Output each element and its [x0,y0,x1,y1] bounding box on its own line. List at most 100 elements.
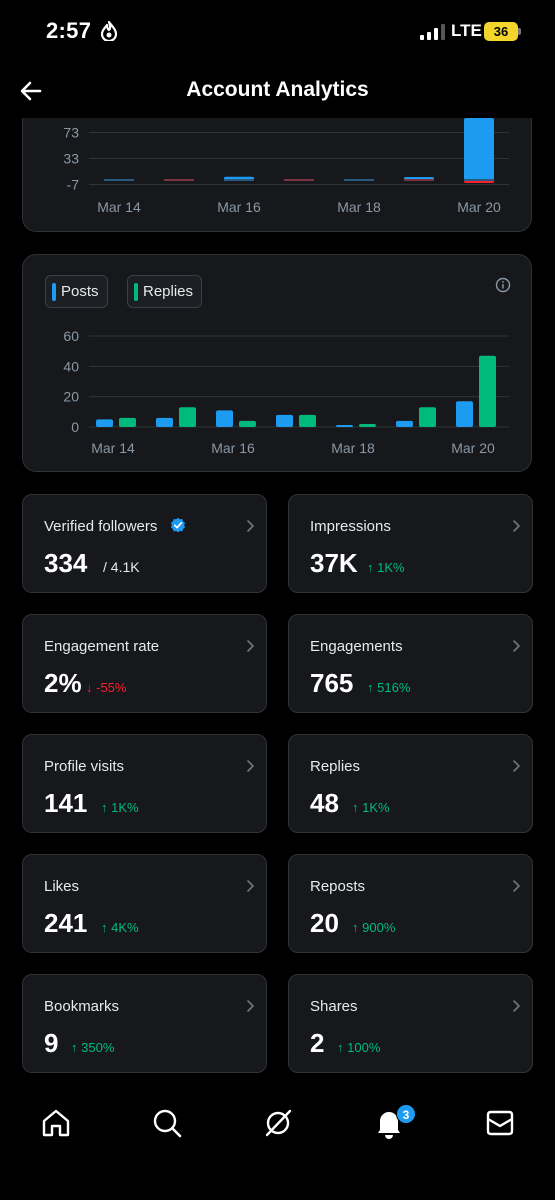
chevron-right-icon [247,520,254,532]
metric-delta-value: 4K% [111,920,139,935]
chart-bar [456,401,473,427]
x-tick-label: Mar 16 [217,199,261,215]
metric-delta-value: 1K% [377,560,405,575]
chart-bar [119,417,136,427]
status-bar: 2:57 LTE 36 [0,0,555,64]
metric-label: Engagements [310,638,403,655]
chart-bar [479,355,496,427]
metric-label: Engagement rate [44,638,160,655]
app-header: Account Analytics [0,64,555,118]
metric-label: Likes [44,878,80,895]
chart-bar-stub [224,179,254,181]
metric-value: 765 [310,668,354,698]
metric-delta: ↓ -55% [86,680,126,695]
metric-card[interactable]: Bookmarks 9 ↑ 350% [22,974,267,1073]
verified-badge-icon [170,517,186,533]
impressions-chart: 73 33 -7 Mar 14 Mar 16 Mar 18 Mar 20 [63,118,509,215]
metric-card[interactable]: Engagement rate 2% ↓ -55% [22,614,267,713]
metric-delta: ↑ 4K% [101,920,139,935]
metric-card[interactable]: Reposts 20 ↑ 900% [288,854,533,953]
x-tick-label: Mar 18 [337,199,381,215]
metric-delta-value: 1K% [362,800,390,815]
posts-replies-chart: 60 40 20 0 Mar 14 Mar 16 Mar 18 Mar 20 [63,328,509,456]
arrow-up-icon: ↑ [352,800,363,815]
scroll-clip [0,104,555,118]
legend-replies[interactable]: Replies [127,275,203,308]
metric-total: / 4.1K [103,559,140,575]
metric-card[interactable]: Verified followers 334 / 4.1K [22,494,267,593]
signal-icon [420,24,445,40]
chevron-right-icon [513,760,520,772]
metric-card[interactable]: Impressions 37K ↑ 1K% [288,494,533,593]
x-tick-label: Mar 14 [97,199,141,215]
notifications-icon[interactable] [372,1106,406,1140]
metric-delta-value: 100% [347,1040,381,1055]
back-arrow-icon[interactable] [14,74,48,108]
chevron-right-icon [247,640,254,652]
y-tick-label: 0 [71,419,79,435]
y-tick-label: 40 [63,358,79,374]
legend-posts[interactable]: Posts [45,275,108,308]
metric-card[interactable]: Profile visits 141 ↑ 1K% [22,734,267,833]
hotspot-icon [100,21,118,41]
x-tick-label: Mar 18 [331,440,375,456]
metric-card[interactable]: Shares 2 ↑ 100% [288,974,533,1073]
notifications-badge: 3 [396,1104,416,1124]
chart-bar-stub [404,179,434,181]
chart-bar [299,414,316,427]
chart-bar-stub [344,179,374,181]
legend-replies-label: Replies [143,283,194,300]
metric-card[interactable]: Engagements 765 ↑ 516% [288,614,533,713]
arrow-up-icon: ↑ [367,680,378,695]
x-tick-label: Mar 20 [457,199,501,215]
metric-delta: ↑ 1K% [101,800,139,815]
grok-icon[interactable] [261,1106,295,1140]
chart-bar [336,425,353,427]
chart-bar [179,407,196,427]
metric-delta: ↑ 516% [367,680,410,695]
bottom-nav: 3 [0,1090,555,1200]
chart-bar [359,423,376,427]
metric-label: Impressions [310,518,391,535]
arrow-up-icon: ↑ [337,1040,348,1055]
y-tick-label: 20 [63,389,79,405]
arrow-up-icon: ↑ [352,920,363,935]
chevron-right-icon [513,520,520,532]
home-icon[interactable] [39,1106,73,1140]
metric-delta: ↑ 100% [337,1040,380,1055]
status-time: 2:57 [46,18,92,43]
chevron-right-icon [247,1000,254,1012]
metric-delta: ↑ 1K% [352,800,390,815]
search-icon[interactable] [150,1106,184,1140]
metric-label: Profile visits [44,758,125,775]
chart-bar [464,118,494,180]
chart-bar [156,417,173,427]
metric-value: 48 [310,788,339,818]
y-tick-label: -7 [67,177,80,193]
metric-value: 334 [44,548,88,578]
messages-icon[interactable] [483,1106,517,1140]
chart-bar [419,407,436,427]
metric-label: Shares [310,998,358,1015]
legend-replies-swatch [134,283,138,301]
x-tick-label: Mar 16 [211,440,255,456]
y-tick-label: 33 [63,151,79,167]
chart-bar [276,414,293,427]
metric-card[interactable]: Replies 48 ↑ 1K% [288,734,533,833]
metric-delta-value: 350% [81,1040,115,1055]
metric-value: 2 [310,1028,325,1058]
metric-delta-value: 900% [362,920,396,935]
metric-delta-value: 516% [377,680,411,695]
arrow-up-icon: ↑ [101,920,112,935]
metric-card[interactable]: Likes 241 ↑ 4K% [22,854,267,953]
info-icon[interactable] [495,277,511,293]
metric-label: Reposts [310,878,366,895]
arrow-up-icon: ↑ [367,560,378,575]
metric-label: Bookmarks [44,998,120,1015]
chart-bar [96,419,113,427]
network-label: LTE [451,21,482,40]
chart-bar-stub [464,179,494,181]
metric-delta: ↑ 900% [352,920,395,935]
metric-value: 2% [44,668,82,698]
chevron-right-icon [247,880,254,892]
